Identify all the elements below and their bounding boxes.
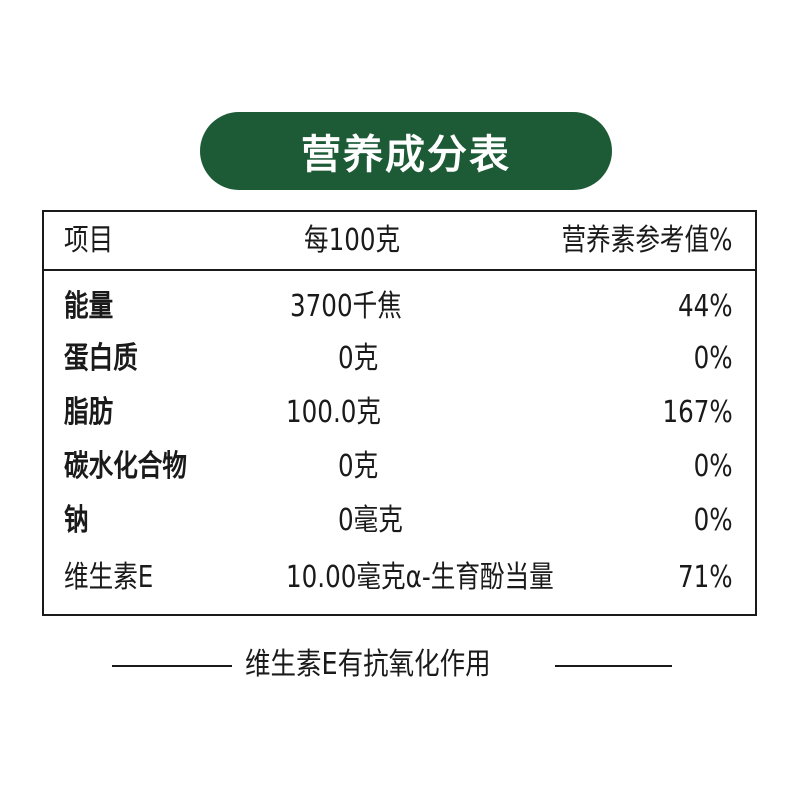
title-banner: 营养成分表 — [200, 112, 612, 190]
table-row: 碳水化合物 0克 0% — [44, 447, 755, 497]
row-name: 钠 — [64, 503, 89, 538]
row-nrv: 167% — [662, 395, 733, 430]
divider-left — [112, 665, 232, 667]
footer-text: 维生素E有抗氧化作用 — [245, 647, 491, 682]
table-row: 能量 3700千焦 44% — [44, 287, 755, 337]
title: 营养成分表 — [301, 132, 511, 178]
footer-note: 维生素E有抗氧化作用 — [0, 645, 800, 685]
row-value: 0克 — [338, 341, 379, 376]
row-name: 蛋白质 — [64, 341, 138, 376]
row-value: 3700千焦 — [290, 289, 402, 324]
row-name: 碳水化合物 — [64, 449, 187, 484]
table-row: 维生素E 10.00毫克α-生育酚当量 71% — [44, 558, 755, 608]
row-value: 10.00毫克α-生育酚当量 — [286, 560, 554, 595]
row-name: 能量 — [64, 289, 114, 324]
header-item: 项目 — [64, 223, 114, 258]
row-nrv: 0% — [693, 449, 733, 484]
row-nrv: 0% — [693, 503, 733, 538]
row-nrv: 44% — [678, 289, 733, 324]
row-value: 0克 — [338, 449, 379, 484]
table-row: 钠 0毫克 0% — [44, 501, 755, 551]
header-nrv: 营养素参考值% — [562, 223, 733, 258]
divider-right — [555, 665, 672, 667]
header-per: 每100克 — [304, 223, 401, 258]
table-header: 项目 每100克 营养素参考值% — [44, 212, 755, 271]
nutrition-table: 项目 每100克 营养素参考值% 能量 3700千焦 44% 蛋白质 0克 0%… — [42, 210, 757, 616]
table-row: 蛋白质 0克 0% — [44, 339, 755, 389]
row-name: 脂肪 — [64, 395, 114, 430]
row-nrv: 71% — [678, 560, 733, 595]
row-value: 100.0克 — [286, 395, 382, 430]
row-value: 0毫克 — [338, 503, 403, 538]
table-row: 脂肪 100.0克 167% — [44, 393, 755, 443]
row-name: 维生素E — [64, 560, 154, 595]
row-nrv: 0% — [693, 341, 733, 376]
